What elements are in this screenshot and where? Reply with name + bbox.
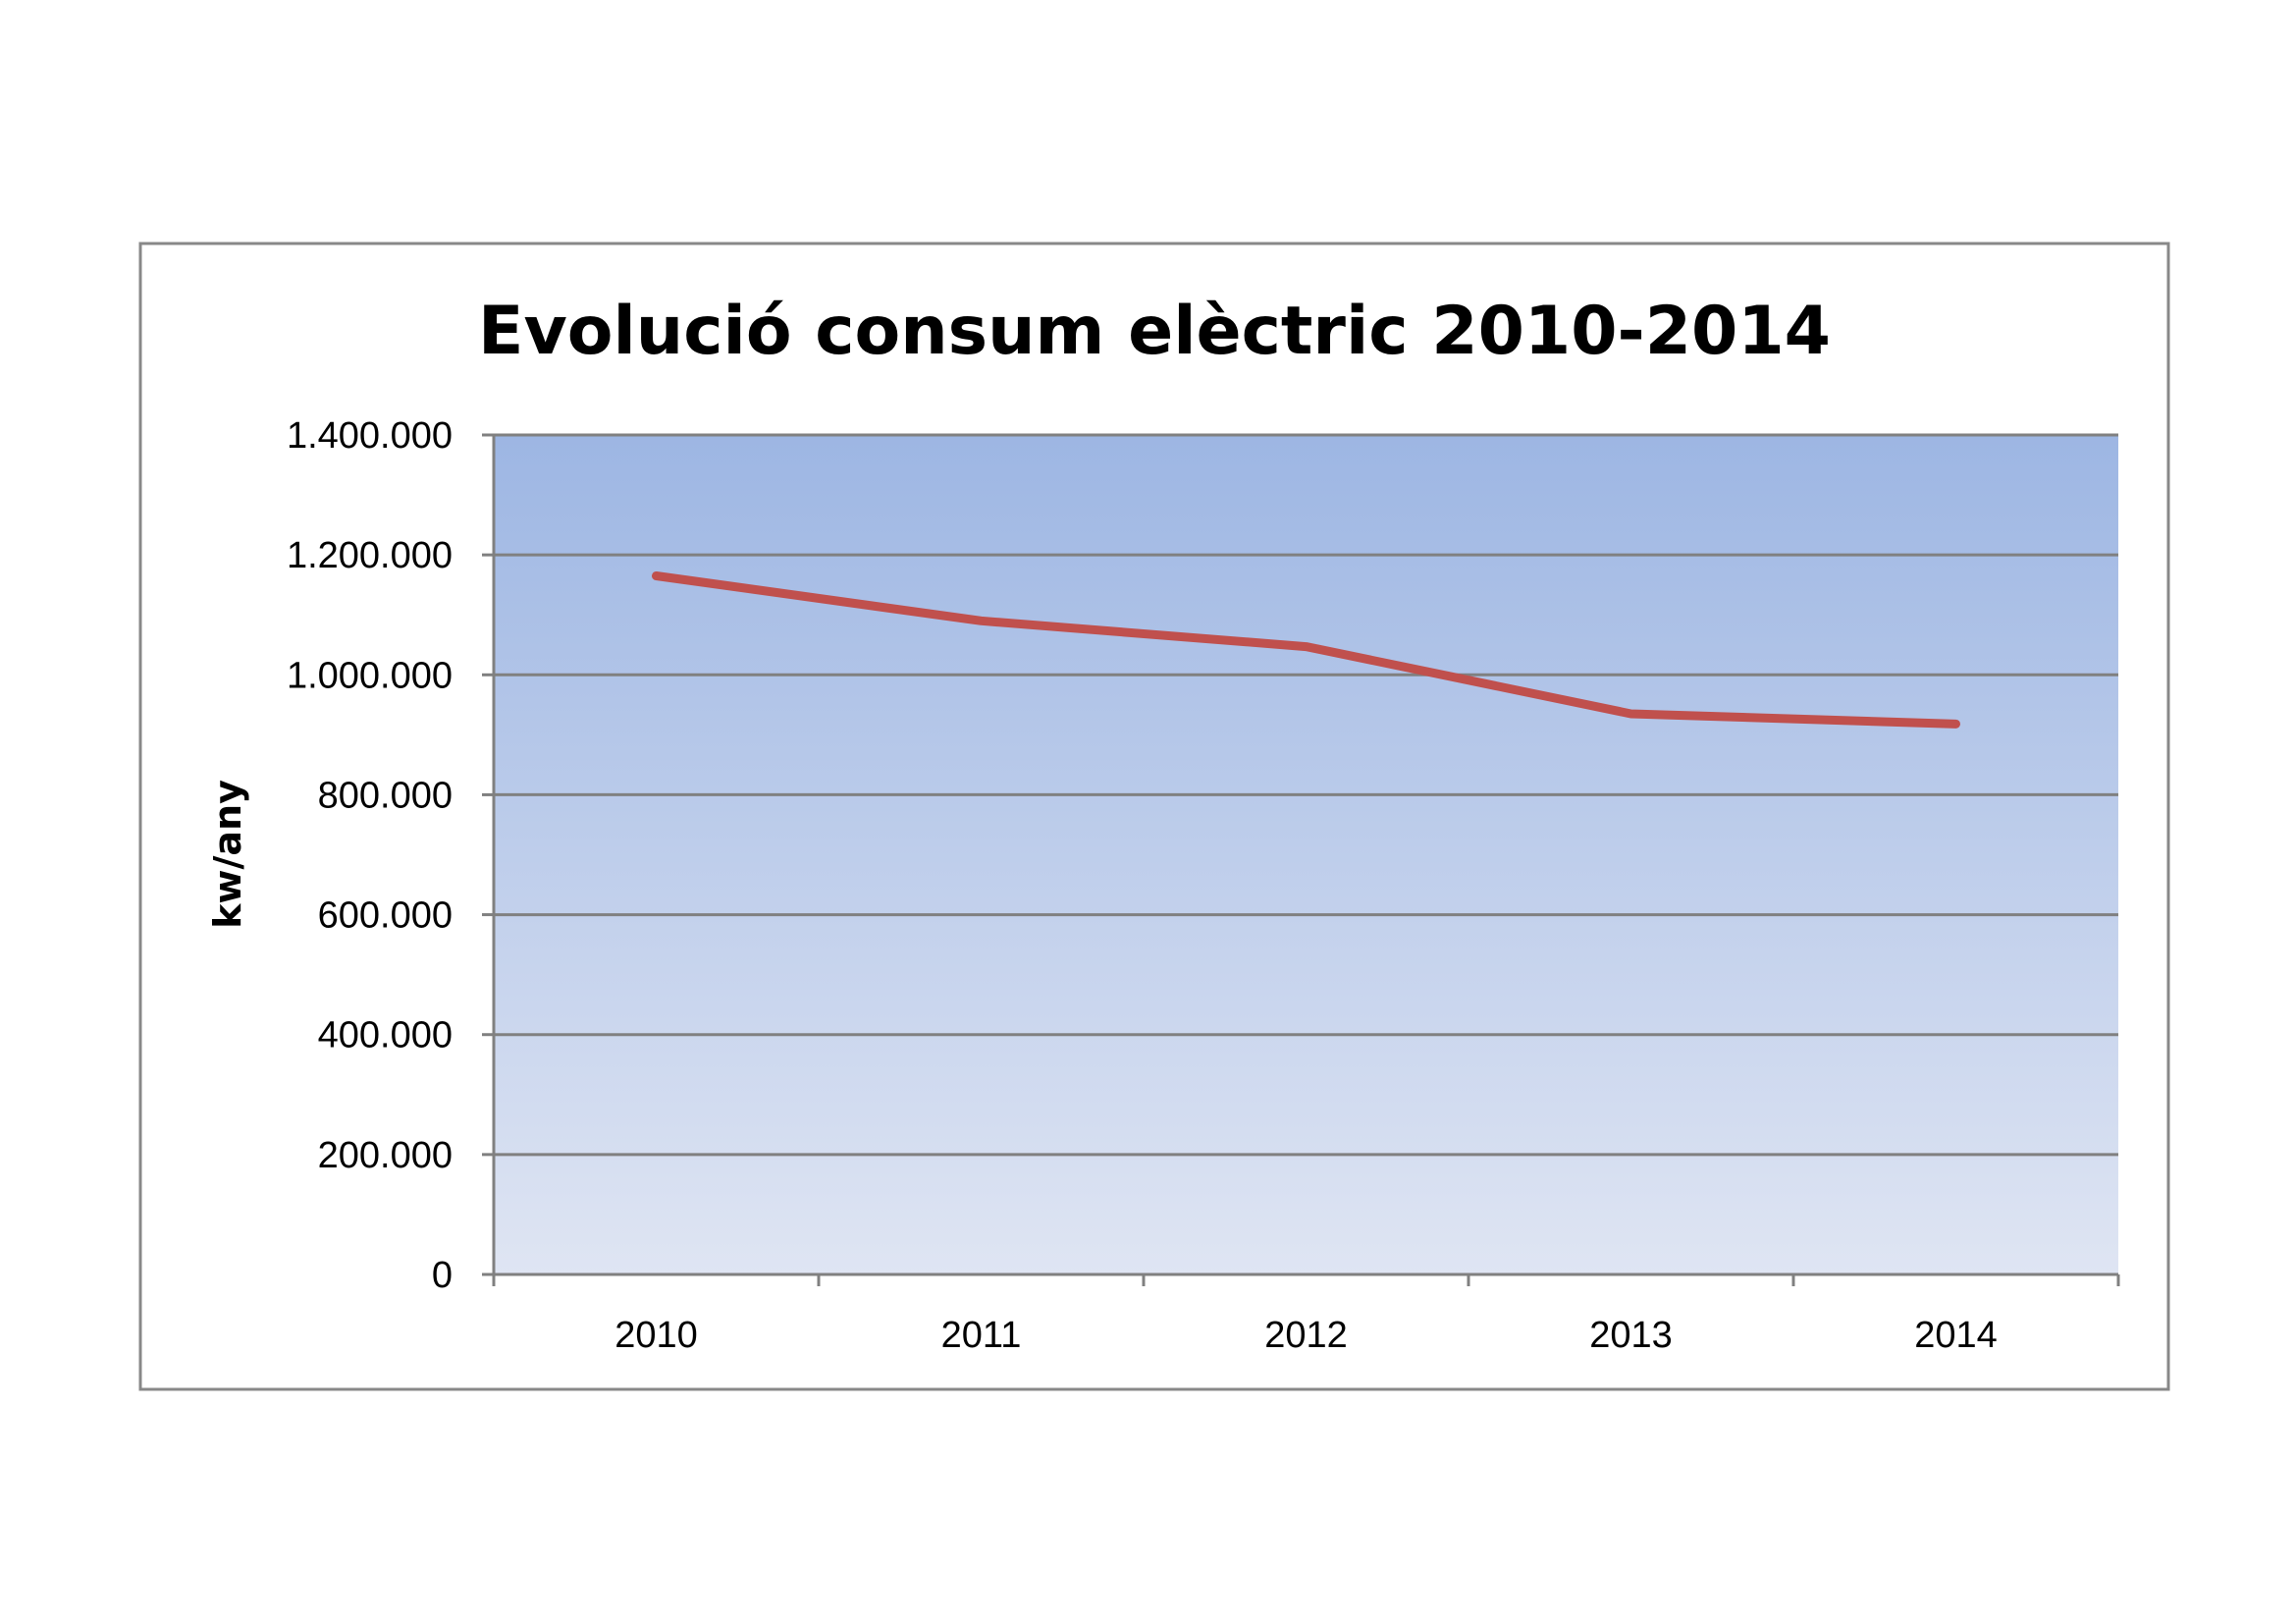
y-axis-title: kw/any bbox=[206, 780, 249, 929]
y-tick-label: 200.000 bbox=[318, 1135, 453, 1176]
x-tick-label: 2011 bbox=[941, 1315, 1022, 1356]
x-axis: 2010 2011 2012 2013 2014 bbox=[492, 1272, 2120, 1356]
y-axis: 0 200.000 400.000 600.000 800.000 1.000.000 1.… bbox=[287, 415, 496, 1296]
series-line bbox=[652, 571, 1960, 729]
x-tick-label: 2014 bbox=[1914, 1315, 1998, 1356]
y-tick-label: 0 bbox=[432, 1255, 453, 1296]
x-tick-label: 2013 bbox=[1589, 1315, 1673, 1356]
y-tick-label: 1.000.000 bbox=[287, 655, 453, 696]
chart-title: Evolució consum elèctric 2010-2014 bbox=[478, 293, 1831, 370]
series-group bbox=[652, 571, 1960, 729]
y-tick-label: 400.000 bbox=[318, 1015, 453, 1056]
x-tick-label: 2010 bbox=[614, 1315, 698, 1356]
y-tick-label: 1.400.000 bbox=[287, 415, 453, 457]
plot-area bbox=[494, 435, 2118, 1274]
y-tick-label: 600.000 bbox=[318, 895, 453, 937]
x-tick-label: 2012 bbox=[1264, 1315, 1348, 1356]
y-tick-label: 1.200.000 bbox=[287, 535, 453, 576]
y-tick-label: 800.000 bbox=[318, 775, 453, 816]
